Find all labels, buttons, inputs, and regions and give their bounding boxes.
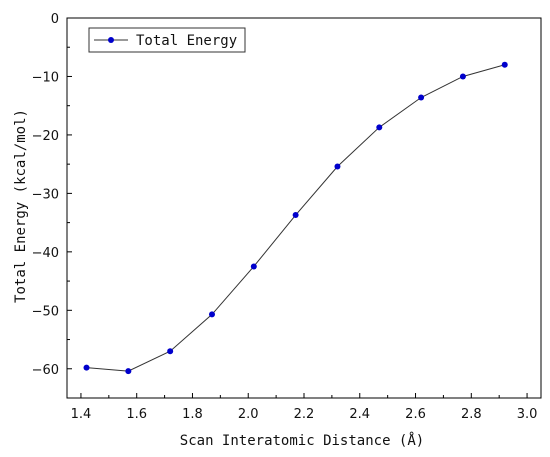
y-axis-title: Total Energy (kcal/mol) — [13, 109, 29, 303]
data-point — [292, 212, 299, 219]
legend-label: Total Energy — [136, 33, 237, 49]
data-point — [167, 348, 174, 355]
y-tick-label: −40 — [32, 246, 59, 261]
y-tick-label: −10 — [32, 70, 59, 85]
x-axis-title: Scan Interatomic Distance (Å) — [180, 432, 424, 449]
x-tick-label: 2.4 — [349, 407, 370, 422]
x-tick-label: 2.0 — [238, 407, 259, 422]
x-tick-label: 1.6 — [126, 407, 147, 422]
x-axis-ticks: 1.4 1.6 1.8 2.0 2.2 2.4 2.6 2.8 3.0 — [71, 393, 538, 422]
x-tick-label: 2.6 — [405, 407, 426, 422]
x-tick-label: 2.8 — [461, 407, 482, 422]
data-point — [83, 364, 90, 371]
y-tick-label: 0 — [51, 12, 59, 27]
series-layer — [83, 61, 508, 375]
x-tick-label: 1.4 — [71, 407, 92, 422]
data-point — [376, 124, 383, 131]
data-point — [250, 263, 257, 270]
y-tick-label: −60 — [32, 363, 59, 378]
y-tick-label: −30 — [32, 187, 59, 202]
y-tick-label: −20 — [32, 129, 59, 144]
x-tick-label: 3.0 — [517, 407, 538, 422]
legend: Total Energy — [88, 27, 246, 53]
data-point — [418, 94, 425, 101]
legend-marker — [108, 37, 114, 43]
data-point — [459, 73, 466, 80]
data-point — [334, 163, 341, 170]
data-point — [208, 311, 215, 318]
y-tick-label: −50 — [32, 304, 59, 319]
data-point — [501, 61, 508, 68]
x-tick-label: 2.2 — [294, 407, 315, 422]
data-point — [125, 368, 132, 375]
y-axis-ticks: 0 −10 −20 −30 −40 −50 −60 — [32, 12, 72, 378]
x-tick-label: 1.8 — [182, 407, 203, 422]
